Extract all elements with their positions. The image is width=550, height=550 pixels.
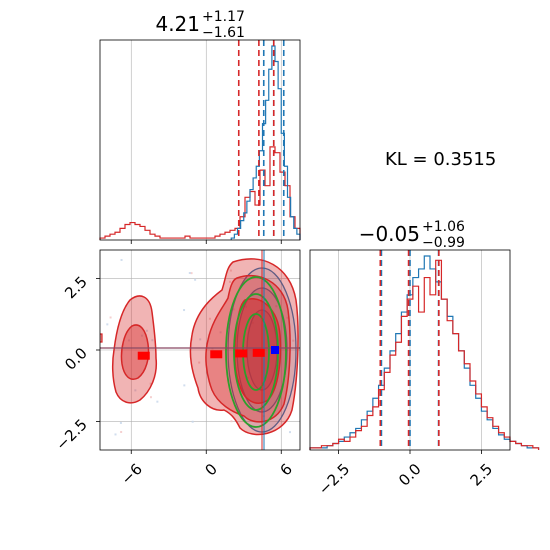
hist-param2-red xyxy=(309,259,540,450)
joint-blue-marker xyxy=(271,346,279,354)
joint-sample-dot xyxy=(208,317,211,320)
joint-sample-dot xyxy=(199,338,202,341)
joint-xtick-label-1: 0 xyxy=(202,460,221,479)
red-contour-edge-fragment xyxy=(100,333,103,343)
joint-red-marker-2 xyxy=(235,349,248,358)
joint-sample-dot xyxy=(191,420,194,423)
hist-param1-blue xyxy=(230,45,301,240)
joint-sample-dot xyxy=(188,271,191,274)
joint-sample-dot xyxy=(286,316,289,319)
hist-param2-xtick-label-0: −2.5 xyxy=(315,460,353,498)
joint-sample-dot xyxy=(120,258,123,261)
joint-sample-dot xyxy=(114,433,117,436)
joint-sample-dot xyxy=(190,272,193,275)
joint-sample-dot xyxy=(275,305,278,308)
joint-xtick-label-0: −6 xyxy=(118,460,146,488)
joint-sample-dot xyxy=(194,278,197,281)
param2-title-plus: +1.06 xyxy=(422,219,465,235)
hist-param1-frame xyxy=(99,39,301,241)
joint-sample-dot xyxy=(106,323,109,326)
joint-sample-dot xyxy=(230,420,233,423)
hist-param2-xtick-label-2: 2.5 xyxy=(467,460,497,490)
joint-sample-dot xyxy=(229,280,232,283)
hist-param1-panel: 4.21 +1.17 −1.61 xyxy=(99,9,301,244)
joint-sample-dot xyxy=(198,361,201,364)
hist-param2-blue xyxy=(309,255,540,450)
joint-sample-dot xyxy=(120,430,123,433)
joint-red-marker-1 xyxy=(210,350,223,359)
green-contour-outer xyxy=(225,276,287,428)
joint-sample-dot xyxy=(109,316,112,319)
joint-sample-dot xyxy=(292,339,295,342)
joint-sample-dot xyxy=(134,389,137,392)
joint-sample-dot xyxy=(145,329,148,332)
joint-sample-dot xyxy=(119,421,122,424)
joint-sample-dot xyxy=(151,339,154,342)
hist-param2-panel: −2.5 0.0 2.5 −0.05 +1.06 −0.99 xyxy=(309,219,540,499)
joint-sample-dot xyxy=(140,334,143,337)
joint-sample-dot xyxy=(288,431,291,434)
joint-sample-dot xyxy=(229,269,232,272)
hist-param2-xtick-label-1: 0.0 xyxy=(395,460,425,490)
param2-title-value: −0.05 xyxy=(359,222,420,246)
hist-param1-red xyxy=(99,146,301,240)
red-contour-secondary-inner xyxy=(120,324,150,380)
kl-label: KL = 0.3515 xyxy=(385,149,496,170)
joint-sample-dot xyxy=(183,384,186,387)
joint-red-marker-3 xyxy=(252,348,265,357)
joint-red-marker-0 xyxy=(137,351,150,360)
param1-title-plus: +1.17 xyxy=(202,9,245,25)
param2-title-minus: −0.99 xyxy=(422,235,465,251)
joint-ytick-label-1: 0.0 xyxy=(61,344,91,374)
param1-title-value: 4.21 xyxy=(155,12,200,36)
joint-ytick-label-2: 2.5 xyxy=(61,273,91,303)
joint-sample-dot xyxy=(219,331,222,334)
joint-sample-dot xyxy=(183,309,186,312)
joint-sample-dot xyxy=(127,339,130,342)
joint-sample-dot xyxy=(149,382,152,385)
joint-sample-dot xyxy=(156,400,159,403)
joint-xtick-label-2: 6 xyxy=(277,460,296,479)
joint-ytick-label-0: −2.5 xyxy=(52,416,90,454)
joint-sample-dot xyxy=(232,308,235,311)
joint-sample-dot xyxy=(149,396,152,399)
joint-contour-panel: −6 0 6 −2.5 0.0 2.5 xyxy=(52,249,301,488)
param1-title-minus: −1.61 xyxy=(202,25,245,41)
red-contour-secondary-mode xyxy=(111,295,158,404)
